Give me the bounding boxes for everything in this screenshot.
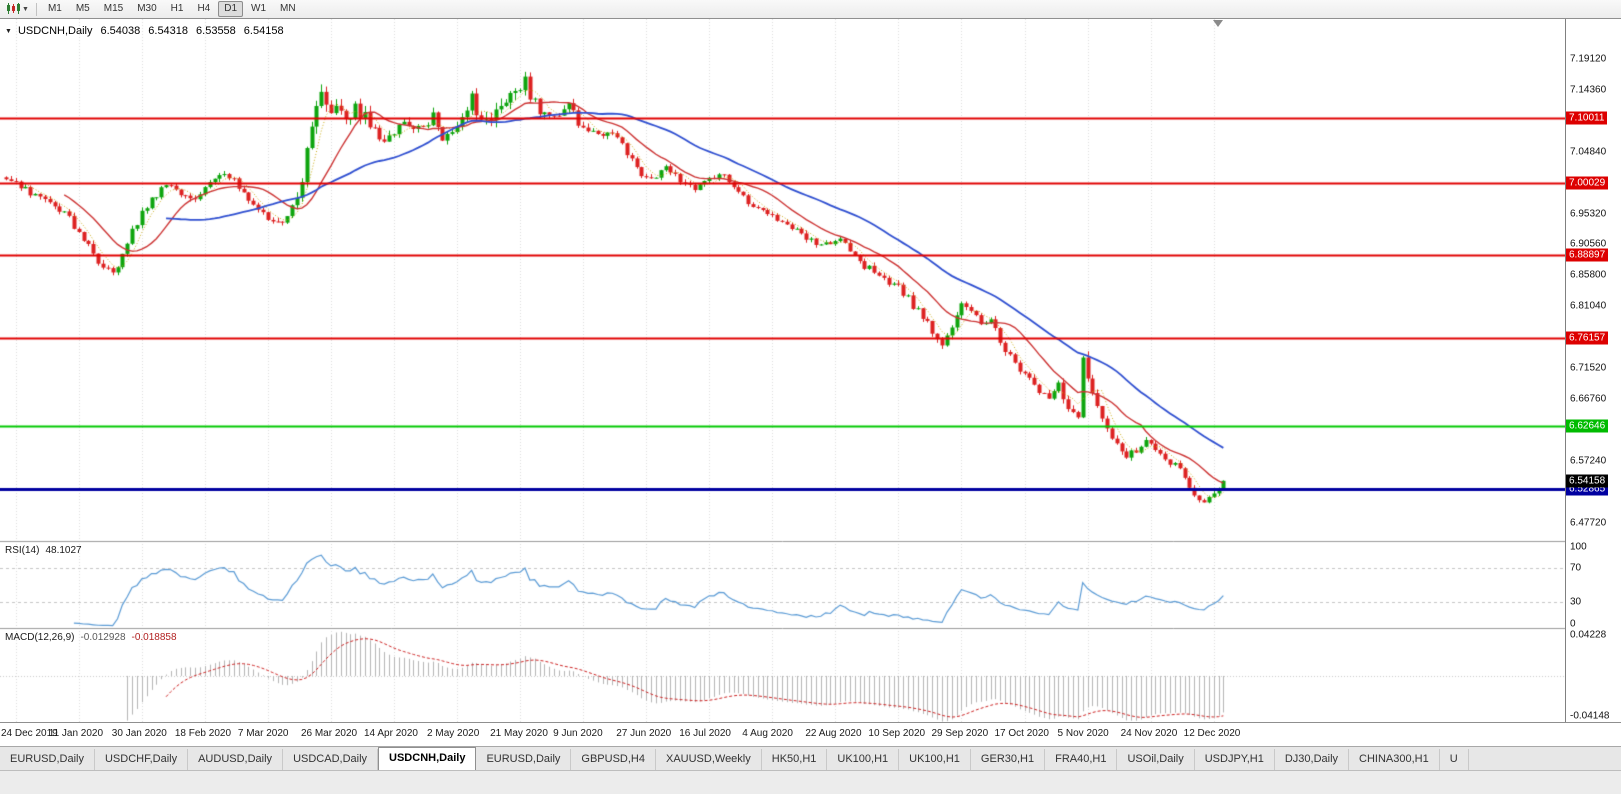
timeframe-button-m5[interactable]: M5 (75, 3, 90, 14)
timeframe-toolbar: M1 M5 M15 M30 H1 H4 D1 W1 MN (41, 1, 303, 17)
price-tick-label: 7.14360 (1570, 84, 1607, 96)
chart-tab[interactable]: XAUUSD,Weekly (656, 749, 762, 770)
candlestick-chart-icon[interactable] (4, 2, 22, 17)
chart-tab-active[interactable]: USDCNH,Daily (378, 747, 477, 770)
macd-axis-label: -0.04148 (1570, 710, 1610, 722)
date-label: 27 Jun 2020 (616, 728, 672, 739)
green-line-badge: 6.62646 (1566, 419, 1609, 433)
date-label: 29 Sep 2020 (931, 728, 989, 739)
timeframe-button-w1[interactable]: W1 (251, 3, 267, 14)
chart-tab[interactable]: USDCAD,Daily (283, 749, 379, 770)
price-tick-label: 6.57240 (1570, 455, 1607, 467)
price-tick-label: 6.47720 (1570, 517, 1607, 529)
timeframe-button-mn[interactable]: MN (280, 3, 296, 14)
chart-tab[interactable]: AUDUSD,Daily (188, 749, 284, 770)
date-label: 16 Jul 2020 (679, 728, 731, 739)
timeframe-button-h1[interactable]: H1 (170, 3, 184, 14)
chart-tab[interactable]: HK50,H1 (762, 749, 828, 770)
date-label: 5 Nov 2020 (1057, 728, 1109, 739)
toolbar: ▼ M1 M5 M15 M30 H1 H4 D1 W1 MN (0, 0, 1621, 19)
timeframe-button-d1[interactable]: D1 (218, 1, 244, 17)
timeframe-button-m30[interactable]: M30 (137, 3, 157, 14)
chart-tab[interactable]: UK100,H1 (899, 749, 971, 770)
date-label: 9 Jun 2020 (553, 728, 603, 739)
timeframe-button-m1[interactable]: M1 (47, 3, 62, 14)
date-label: 21 May 2020 (490, 728, 548, 739)
red-line-badge: 6.76157 (1566, 331, 1609, 345)
current-price-badge: 6.54158 (1566, 474, 1609, 488)
price-scale[interactable]: 7.19120 7.14360 7.04840 6.95320 6.90560 6.858… (1565, 19, 1621, 722)
date-label: 12 Dec 2020 (1183, 728, 1241, 739)
timeframe-button-h4[interactable]: H4 (197, 3, 211, 14)
price-tick-label: 6.90560 (1570, 238, 1607, 250)
chart-tab[interactable]: DJ30,Daily (1275, 749, 1350, 770)
price-tick-label: 6.85800 (1570, 269, 1607, 281)
date-label: 10 Sep 2020 (868, 728, 926, 739)
chart-tab[interactable]: UK100,H1 (827, 749, 900, 770)
chart-tab[interactable]: EURUSD,Daily (476, 749, 572, 770)
price-tick-label: 6.81040 (1570, 300, 1607, 312)
rsi-level-label: 30 (1570, 596, 1582, 608)
price-tick-label: 7.19120 (1570, 53, 1607, 65)
date-label: 26 Mar 2020 (300, 728, 358, 739)
macd-axis-label: 0.04228 (1570, 629, 1607, 641)
date-label: 4 Aug 2020 (742, 728, 793, 739)
price-tick-label: 7.04840 (1570, 146, 1607, 158)
chart-tab[interactable]: FRA40,H1 (1045, 749, 1118, 770)
rsi-level-label: 70 (1570, 562, 1582, 574)
date-label: 24 Dec 2019 (1, 728, 58, 739)
price-tick-label: 6.95320 (1570, 208, 1607, 220)
date-label: 24 Nov 2020 (1120, 728, 1178, 739)
date-label: 2 May 2020 (427, 728, 480, 739)
red-line-badge: 6.88897 (1566, 248, 1609, 262)
red-line-badge: 7.10011 (1566, 111, 1608, 125)
chart-shift-marker-icon[interactable] (1213, 20, 1223, 27)
chart-tab[interactable]: U (1440, 749, 1469, 770)
chevron-down-icon[interactable]: ▼ (22, 5, 29, 13)
timeframe-button-m15[interactable]: M15 (103, 3, 124, 14)
chart-canvas[interactable] (0, 19, 1565, 722)
chart-tab[interactable]: USDJPY,H1 (1195, 749, 1275, 770)
date-label: 11 Jan 2020 (48, 728, 104, 739)
date-label: 17 Oct 2020 (994, 728, 1049, 739)
chart-tab[interactable]: GER30,H1 (971, 749, 1046, 770)
status-bar (0, 770, 1621, 794)
date-label: 18 Feb 2020 (174, 728, 232, 739)
chart-tab[interactable]: EURUSD,Daily (0, 749, 95, 770)
toolbar-separator (35, 2, 37, 16)
chart-tab[interactable]: CHINA300,H1 (1349, 749, 1440, 770)
chart-tab[interactable]: GBPUSD,H4 (571, 749, 656, 770)
date-label: 7 Mar 2020 (237, 728, 289, 739)
rsi-level-label: 100 (1570, 541, 1587, 553)
time-axis[interactable]: 24 Dec 2019 11 Jan 2020 30 Jan 2020 18 Feb … (0, 722, 1621, 746)
price-tick-label: 6.66760 (1570, 393, 1607, 405)
red-line-badge: 7.00029 (1566, 176, 1609, 190)
chart-tab[interactable]: USDCHF,Daily (95, 749, 189, 770)
chart-area: ▼ USDCNH,Daily 6.54038 6.54318 6.53558 6… (0, 19, 1621, 746)
date-label: 14 Apr 2020 (364, 728, 418, 739)
date-label: 30 Jan 2020 (111, 728, 167, 739)
price-tick-label: 6.71520 (1570, 362, 1607, 374)
chart-tab[interactable]: USOil,Daily (1117, 749, 1195, 770)
chart-tabs: EURUSD,Daily USDCHF,Daily AUDUSD,Daily USDC… (0, 746, 1621, 770)
date-label: 22 Aug 2020 (805, 728, 862, 739)
rsi-level-label: 0 (1570, 618, 1576, 630)
